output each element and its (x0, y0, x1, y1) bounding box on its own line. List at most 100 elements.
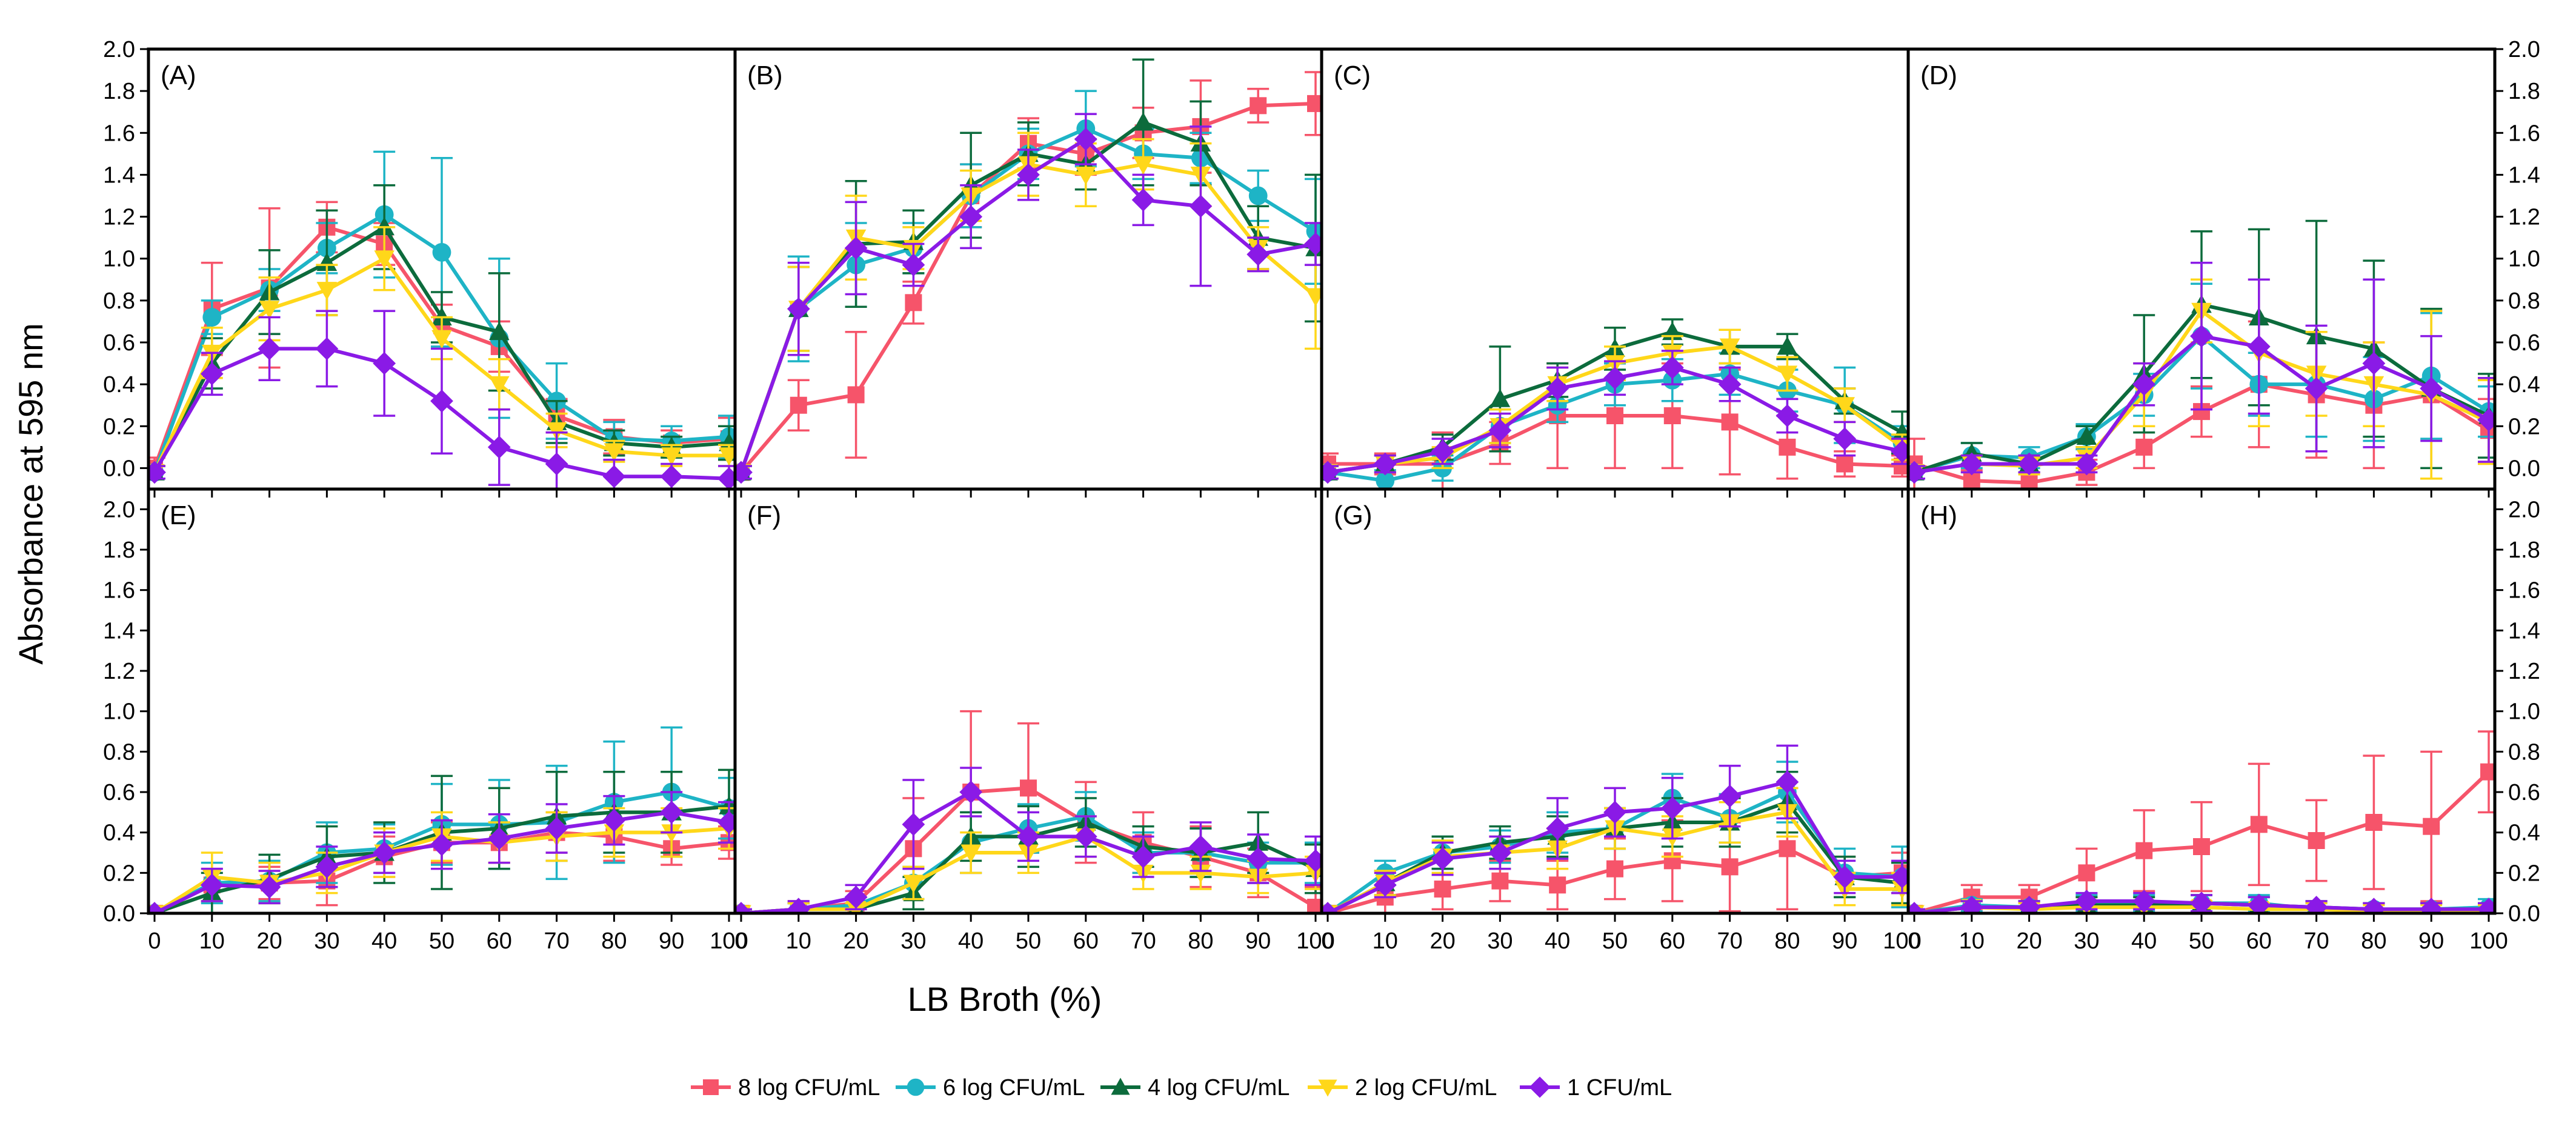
data-point (1017, 825, 1040, 848)
data-point (1660, 796, 1684, 820)
legend-label: 4 log CFU/mL (1148, 1075, 1290, 1101)
data-point (1721, 858, 1739, 876)
y-tick-label: 1.8 (103, 79, 135, 104)
panel-label: (D) (1920, 61, 1957, 90)
data-point (200, 873, 224, 897)
legend-label: 1 CFU/mL (1567, 1075, 1672, 1101)
data-point (1960, 896, 1983, 913)
data-point (602, 465, 626, 488)
data-point (1307, 95, 1322, 112)
x-tick-label: 100 (1883, 928, 1921, 954)
data-point (432, 242, 451, 262)
data-point (1074, 127, 1097, 151)
x-tick-label: 20 (843, 928, 868, 954)
data-point (2247, 893, 2271, 913)
x-tick-label: 0 (1908, 928, 1920, 954)
legend-label: 2 log CFU/mL (1355, 1075, 1497, 1101)
data-point (1833, 865, 1857, 888)
data-point (719, 796, 735, 815)
legend-item: 6 log CFU/mL (896, 1075, 1085, 1101)
data-point (1074, 825, 1097, 848)
series-5 (735, 767, 1322, 913)
data-point (546, 422, 567, 441)
x-tick-label: 40 (371, 928, 397, 954)
x-tick-label: 30 (900, 928, 926, 954)
data-point (787, 898, 810, 913)
plot-area (1322, 318, 1908, 489)
data-point (487, 827, 511, 850)
data-point (787, 297, 810, 321)
data-point (1488, 419, 1512, 442)
x-tick-label: 60 (1073, 928, 1099, 954)
data-point (1836, 455, 1854, 473)
data-point (1892, 422, 1908, 441)
legend-swatch-marker (703, 1079, 719, 1095)
data-point (373, 841, 396, 864)
y-tick-label: 0.2 (2508, 861, 2540, 886)
y-tick-label: 1.6 (103, 121, 135, 146)
data-point (717, 811, 735, 834)
panel-label: (C) (1334, 61, 1371, 90)
y-tick-label: 1.2 (103, 659, 135, 684)
data-point (735, 902, 753, 913)
data-point (959, 781, 983, 804)
data-point (717, 467, 735, 489)
y-tick-label: 1.8 (2508, 79, 2540, 104)
x-tick-label: 80 (1188, 928, 1213, 954)
data-point (1779, 840, 1796, 858)
data-point (1546, 377, 1569, 400)
y-tick-label: 1.8 (103, 538, 135, 563)
data-point (1488, 841, 1512, 864)
x-tick-label: 10 (199, 928, 225, 954)
x-tick-label: 10 (786, 928, 811, 954)
data-point (487, 435, 511, 459)
y-tick-label: 1.0 (103, 247, 135, 272)
x-tick-label: 50 (429, 928, 454, 954)
data-point (1908, 902, 1926, 913)
data-point (2480, 763, 2495, 781)
panel-e: 0 10 20 30 40 50 60 70 80 90 100 0.0 0.2 0.4 0.6 0.8 1.0… (103, 487, 748, 954)
data-point (847, 386, 865, 404)
data-point (148, 902, 166, 913)
data-point (2362, 898, 2386, 913)
y-tick-label: 0.8 (103, 288, 135, 314)
legend-swatch-marker (1529, 1076, 1551, 1098)
series-5 (148, 310, 735, 489)
data-point (1189, 195, 1213, 218)
x-tick-label: 30 (2074, 928, 2099, 954)
y-tick-label: 2.0 (2508, 37, 2540, 62)
panel-label: (G) (1334, 501, 1373, 530)
data-point (1491, 872, 1509, 890)
x-tick-label: 90 (1245, 928, 1271, 954)
data-point (959, 205, 983, 228)
x-tick-label: 80 (601, 928, 627, 954)
data-point (2305, 896, 2328, 913)
data-point (960, 844, 981, 863)
data-point (1908, 461, 1926, 484)
data-point (1131, 188, 1155, 212)
data-point (1133, 112, 1154, 131)
x-tick-label: 90 (2418, 928, 2444, 954)
x-tick-label: 60 (487, 928, 512, 954)
data-point (2420, 377, 2443, 400)
data-point (844, 885, 868, 909)
data-point (316, 252, 338, 272)
data-point (1660, 356, 1684, 379)
data-point (2135, 842, 2153, 859)
data-point (1431, 847, 1454, 870)
data-point (1834, 397, 1855, 416)
data-point (148, 461, 166, 484)
y-tick-label: 0.2 (103, 414, 135, 439)
data-point (1603, 801, 1626, 824)
x-tick-label: 70 (2303, 928, 2329, 954)
x-tick-label: 90 (659, 928, 684, 954)
data-point (903, 874, 924, 893)
data-point (489, 321, 510, 341)
y-tick-label: 0.6 (2508, 330, 2540, 356)
data-point (2365, 814, 2383, 831)
x-tick-label: 10 (1959, 928, 1985, 954)
y-tick-label: 1.6 (2508, 121, 2540, 146)
panel-label: (E) (161, 501, 196, 530)
data-point (2017, 896, 2041, 913)
legend-swatch-marker (907, 1078, 925, 1096)
